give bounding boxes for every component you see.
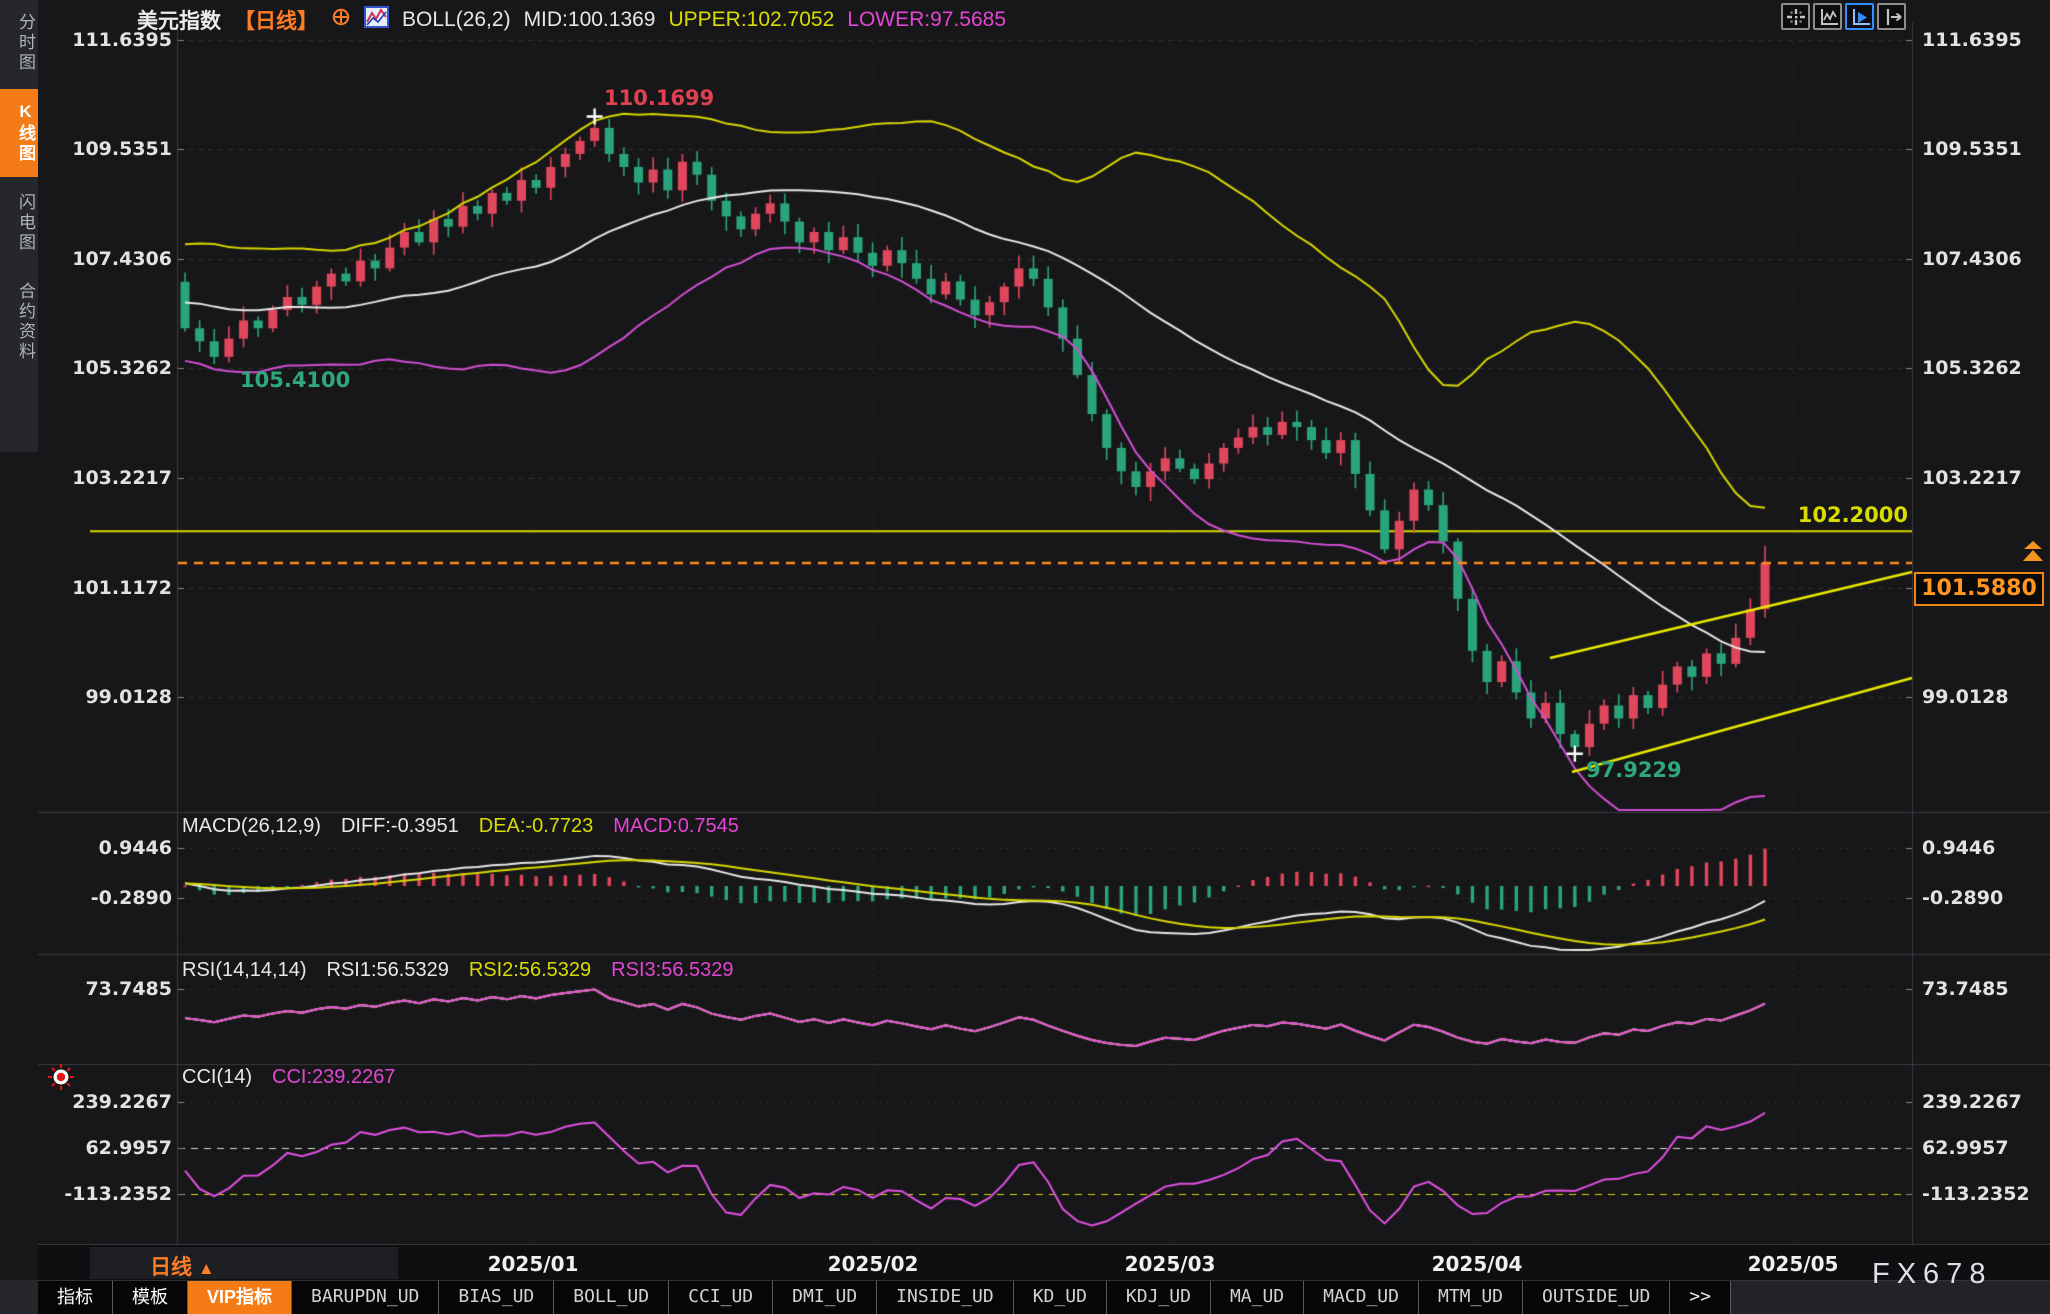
axis-tick-label: 105.3262 (72, 357, 172, 380)
bottom-tab-macd-ud[interactable]: MACD_UD (1304, 1281, 1419, 1314)
cci-value: CCI:239.2267 (272, 1066, 396, 1088)
axis-tick-label: -113.2352 (64, 1182, 172, 1205)
axis-tick-label: 239.2267 (1922, 1091, 2022, 1113)
price-up-arrow-icon (2020, 540, 2046, 571)
rsi2-value: RSI2:56.5329 (468, 959, 592, 981)
expand-triangle-icon: ▲ (197, 1259, 215, 1278)
axis-tick-label: 107.4306 (1922, 248, 2022, 270)
auto-scale-button[interactable] (1813, 3, 1842, 30)
rsi3-value: RSI3:56.5329 (611, 959, 734, 981)
x-axis-date-label: 2025/03 (1124, 1252, 1216, 1276)
rsi-panel-labels: RSI(14,14,14) RSI1:56.5329 RSI2:56.5329 … (182, 959, 734, 982)
x-axis-date-label: 2025/04 (1431, 1252, 1523, 1276)
rsi1-value: RSI1:56.5329 (326, 959, 449, 981)
axis-tick-label: 103.2217 (1922, 467, 2022, 489)
axis-tick-label: 103.2217 (72, 467, 172, 489)
axis-tick-label: 0.9446 (1922, 836, 1996, 859)
corner-block (0, 1280, 38, 1314)
sidebar-item-1[interactable]: 分时图 (16, 13, 35, 73)
x-axis-date-label: 2025/05 (1747, 1252, 1839, 1276)
bottom-tab-bias-ud[interactable]: BIAS_UD (439, 1281, 555, 1314)
bottom-tab-kdj-ud[interactable]: KDJ_UD (1106, 1281, 1211, 1314)
period-selector-label: 日线 (150, 1256, 192, 1279)
play-scale-button[interactable] (1845, 3, 1874, 30)
chart-header: 美元指数 【日线】 BOLL(26,2) MID:100.1369 UPPER:… (137, 5, 1006, 35)
last-price-box: 101.5880 (1914, 572, 2044, 606)
pan-tool-button[interactable] (1781, 3, 1810, 30)
chart-toolbar (1781, 3, 1906, 30)
axis-tick-label: 73.7485 (1922, 978, 2009, 1000)
boll-lower-value: LOWER:97.5685 (847, 8, 1007, 31)
sidebar-item-4[interactable]: 合约资料 (16, 282, 35, 362)
macd-title: MACD(26,12,9) (182, 815, 321, 837)
axis-tick-label: 111.6395 (1922, 29, 2022, 51)
sidebar-item-3[interactable]: 闪电图 (16, 193, 35, 253)
symbol-title: 美元指数 (137, 10, 221, 33)
macd-dea-value: DEA:-0.7723 (478, 815, 594, 837)
bottom-tab-mtm-ud[interactable]: MTM_UD (1418, 1281, 1524, 1314)
cci-panel-labels: CCI(14) CCI:239.2267 (182, 1066, 395, 1089)
bottom-tab-ma-ud[interactable]: MA_UD (1210, 1281, 1305, 1314)
axis-tick-label: 62.9957 (1922, 1137, 2009, 1159)
axis-tick-label: 111.6395 (72, 29, 172, 51)
tab-bar-filler (1731, 1281, 2050, 1314)
alert-sun-icon (46, 1062, 76, 1097)
sidebar-item-2[interactable]: K线图 (0, 89, 38, 177)
axis-tick-label: 101.1172 (72, 576, 172, 599)
bottom-tab-kd-ud[interactable]: KD_UD (1013, 1281, 1107, 1314)
fx678-watermark: FX678 (1872, 1258, 1993, 1290)
bottom-tab-inside-ud[interactable]: INSIDE_UD (877, 1281, 1014, 1314)
cci-title: CCI(14) (182, 1066, 253, 1088)
axis-tick-label: 99.0128 (85, 686, 172, 708)
macd-diff-value: DIFF:-0.3951 (340, 815, 459, 837)
bottom-tab-outside-ud[interactable]: OUTSIDE_UD (1523, 1281, 1671, 1314)
period-tag[interactable]: 【日线】 (234, 10, 318, 33)
axis-tick-label: 73.7485 (85, 978, 172, 1000)
shift-right-button[interactable] (1877, 3, 1906, 30)
axis-tick-label: 239.2267 (72, 1091, 172, 1113)
early-low-annotation: 105.4100 (240, 368, 351, 392)
hline-price-label: 102.2000 (1797, 503, 1908, 527)
axis-tick-label: -0.2890 (90, 886, 172, 909)
bottom-tab-指标[interactable]: 指标 (38, 1281, 113, 1314)
rsi-title: RSI(14,14,14) (182, 959, 307, 981)
high-price-annotation: 110.1699 (604, 86, 715, 110)
indicator-tab-bar: 指标 模板 VIP指标 BARUPDN_UD BIAS_UD BOLL_UD CCI_UD D… (38, 1280, 2050, 1314)
axis-tick-label: -0.2890 (1922, 886, 2004, 909)
bottom-tab--[interactable]: >> (1670, 1281, 1732, 1314)
bottom-tab-dmi-ud[interactable]: DMI_UD (773, 1281, 878, 1314)
bottom-tab-boll-ud[interactable]: BOLL_UD (554, 1281, 670, 1314)
axis-tick-label: 107.4306 (72, 248, 172, 270)
axis-tick-label: 105.3262 (1922, 357, 2022, 380)
mini-chart-icon[interactable] (364, 6, 389, 34)
axis-tick-label: 109.5351 (1922, 138, 2022, 161)
macd-macd-value: MACD:0.7545 (613, 815, 739, 837)
boll-params: BOLL(26,2) (402, 8, 511, 31)
left-sidebar: 分时图 K线图闪电图合约资料 (0, 0, 38, 452)
bottom-tab-模板[interactable]: 模板 (113, 1281, 188, 1314)
macd-panel-labels: MACD(26,12,9) DIFF:-0.3951 DEA:-0.7723 M… (182, 815, 739, 838)
x-axis-date-label: 2025/02 (827, 1252, 919, 1276)
bottom-tab-vip指标[interactable]: VIP指标 (188, 1281, 293, 1314)
boll-mid-value: MID:100.1369 (523, 8, 656, 31)
date-axis-strip (38, 1245, 2050, 1280)
axis-tick-label: 0.9446 (98, 836, 172, 859)
bottom-tab-cci-ud[interactable]: CCI_UD (669, 1281, 774, 1314)
x-axis-date-label: 2025/01 (487, 1252, 579, 1276)
target-plus-icon[interactable] (331, 7, 351, 33)
axis-tick-label: 62.9957 (85, 1137, 172, 1159)
axis-tick-label: 99.0128 (1922, 686, 2009, 708)
axis-tick-label: 109.5351 (72, 138, 172, 161)
bottom-tab-barupdn-ud[interactable]: BARUPDN_UD (292, 1281, 440, 1314)
axis-tick-label: -113.2352 (1922, 1182, 2030, 1205)
period-selector[interactable]: 日线 ▲ (150, 1251, 215, 1281)
low-price-annotation: 97.9229 (1586, 758, 1682, 782)
boll-upper-value: UPPER:102.7052 (668, 8, 835, 31)
